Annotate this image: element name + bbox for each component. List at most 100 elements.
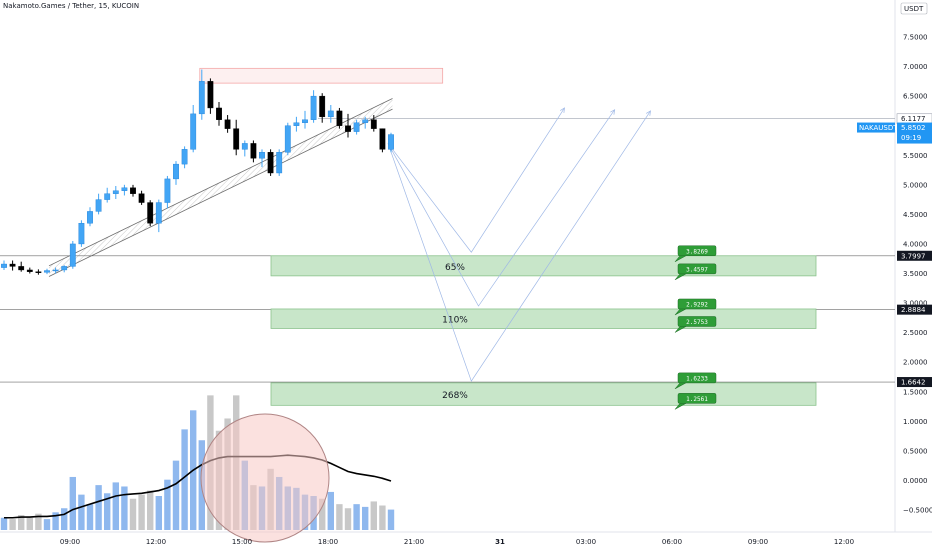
- time-tick-label: 12:00: [834, 538, 854, 546]
- price-marker: [897, 377, 932, 388]
- candle-up: [61, 266, 68, 271]
- projection-path[interactable]: [387, 107, 565, 253]
- candle-up: [121, 187, 128, 191]
- volume-bar: [319, 498, 326, 530]
- candle-up: [302, 119, 308, 123]
- price-callout[interactable]: [677, 316, 717, 327]
- channel-fill: [49, 98, 393, 277]
- target-zone[interactable]: [270, 308, 817, 329]
- price-callout-text: 2.9292: [686, 301, 708, 308]
- price-callout[interactable]: [677, 298, 717, 310]
- volume-bar: [147, 490, 154, 530]
- time-tick-label: 31: [495, 538, 505, 546]
- candle-down: [130, 187, 136, 194]
- volume-bar: [164, 479, 171, 530]
- time-tick-label: 09:00: [60, 538, 80, 546]
- volume-bar: [344, 508, 352, 530]
- candle-down: [319, 95, 326, 118]
- price-marker-text: 6.1177: [901, 115, 926, 123]
- price-callout[interactable]: [677, 372, 717, 384]
- currency-selector[interactable]: [900, 2, 928, 15]
- callout-pointer: [674, 255, 687, 262]
- candle-up: [104, 193, 111, 200]
- candle-up: [276, 152, 283, 174]
- resistance-box[interactable]: [199, 67, 444, 84]
- symbol-badge: [857, 122, 895, 133]
- volume-bar: [327, 491, 334, 530]
- price-tick-label: 4.5000: [903, 211, 928, 219]
- volume-bar: [138, 494, 145, 530]
- price-tick-label: 7.5000: [903, 34, 928, 42]
- time-tick-label: 06:00: [662, 538, 682, 546]
- volume-bar: [35, 513, 42, 530]
- volume-bar: [69, 476, 76, 530]
- candle-down: [345, 125, 351, 132]
- volume-bar: [336, 504, 343, 530]
- projection-path[interactable]: [387, 110, 651, 382]
- projection-arrowhead: [610, 109, 616, 115]
- volume-bar: [104, 493, 111, 530]
- price-callout[interactable]: [677, 393, 717, 404]
- price-callout[interactable]: [677, 245, 717, 257]
- candle-down: [9, 263, 16, 267]
- time-tick-label: 03:00: [576, 538, 596, 546]
- candle-down: [379, 128, 386, 150]
- volume-bar: [121, 486, 128, 530]
- price-callout-text: 1.6233: [686, 375, 708, 382]
- drawings-layer[interactable]: 65% 3.8269 3.4597 110% 2.9292 2.5753 268% 1.623…: [0, 67, 895, 410]
- projection-arrowhead: [560, 107, 565, 113]
- channel-lower-line[interactable]: [48, 108, 393, 277]
- chart-title: Nakamoto.Games / Tether, 15, KUCOIN: [3, 2, 140, 10]
- price-callout-text: 3.8269: [686, 248, 708, 255]
- time-tick-label: 18:00: [318, 538, 338, 546]
- volume-bar: [86, 504, 94, 530]
- target-zone[interactable]: [270, 382, 817, 406]
- time-tick-label: 12:00: [146, 538, 166, 546]
- price-callout-text: 1.2561: [686, 396, 708, 403]
- price-tick-label: 5.0000: [903, 181, 928, 189]
- volume-layer: [0, 395, 395, 543]
- candle-up: [1, 263, 7, 268]
- price-callout[interactable]: [677, 263, 717, 275]
- zone-label: 65%: [445, 263, 465, 273]
- time-axis[interactable]: 09:00 12:00 15:00 18:00 21:00 31 03:00 06:00 09:…: [60, 538, 854, 546]
- volume-highlight-circle[interactable]: [200, 413, 330, 543]
- price-marker-text: 2.8884: [901, 306, 926, 314]
- volume-bar: [78, 494, 85, 530]
- price-marker: [897, 250, 932, 261]
- volume-bar: [52, 512, 59, 530]
- zone-label: 268%: [442, 391, 468, 401]
- currency-label: USDT: [904, 5, 924, 13]
- price-callout-text: 2.5753: [686, 319, 708, 326]
- price-axis[interactable]: 7.50007.00006.50006.00005.50005.00004.50…: [857, 2, 932, 515]
- candle-down: [336, 110, 343, 126]
- candle-down: [26, 269, 33, 272]
- volume-bar: [95, 485, 102, 530]
- callout-pointer: [674, 273, 687, 281]
- candle-down: [233, 128, 240, 150]
- candle-down: [35, 271, 42, 273]
- candle-down: [250, 143, 257, 159]
- candle-up: [52, 269, 59, 272]
- volume-bar: [172, 460, 180, 530]
- projection-path[interactable]: [387, 109, 615, 307]
- candle-down: [216, 107, 222, 120]
- volume-bar: [26, 517, 33, 530]
- candle-up: [353, 122, 360, 132]
- volume-bar: [362, 506, 369, 530]
- background-layer: [0, 0, 932, 533]
- price-tick-label: 2.0000: [903, 359, 928, 367]
- candle-up: [327, 110, 334, 118]
- time-tick-label: 21:00: [404, 538, 424, 546]
- candle-up: [78, 223, 85, 245]
- channel-upper-line[interactable]: [48, 98, 393, 267]
- last-price-badge: [897, 122, 932, 144]
- volume-bar: [155, 496, 162, 530]
- volume-bar: [370, 501, 377, 530]
- price-marker-text: 3.7997: [901, 252, 926, 260]
- price-tick-label: 1.5000: [903, 388, 928, 396]
- price-tick-label: 2.5000: [903, 329, 928, 337]
- price-callout-text: 3.4597: [686, 266, 708, 273]
- callout-pointer: [674, 382, 687, 390]
